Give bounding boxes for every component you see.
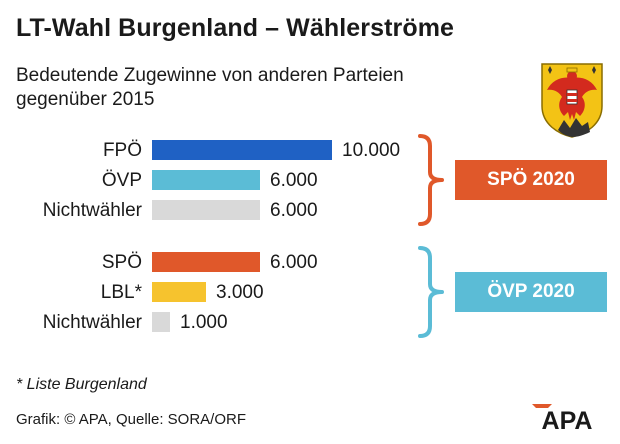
svg-text:APA: APA	[542, 407, 593, 432]
target-badge-oevp-2020: ÖVP 2020	[455, 272, 607, 312]
value-label: 6.000	[270, 170, 318, 191]
chart-title: LT-Wahl Burgenland – Wählerströme	[16, 14, 455, 42]
bar	[152, 312, 170, 332]
category-label: SPÖ	[102, 252, 142, 273]
bar	[152, 170, 260, 190]
subtitle-line-1: Bedeutende Zugewinne von anderen Parteie…	[16, 65, 404, 86]
value-label: 3.000	[216, 282, 264, 303]
bar	[152, 252, 260, 272]
group-bracket	[418, 134, 444, 226]
footnote: * Liste Burgenland	[16, 376, 147, 393]
value-label: 6.000	[270, 252, 318, 273]
target-badge-spoe-2020: SPÖ 2020	[455, 160, 607, 200]
value-label: 6.000	[270, 200, 318, 221]
category-label: Nichtwähler	[43, 200, 143, 221]
bar	[152, 140, 332, 160]
category-label: LBL*	[101, 282, 143, 303]
bar-chart: FPÖ 10.000 ÖVP 6.000 Nichtwähler 6.000 SPÖ 6.00…	[43, 134, 444, 338]
value-label: 1.000	[180, 312, 228, 333]
group-bracket	[418, 246, 444, 338]
apa-logo: APA	[532, 404, 593, 432]
bar	[152, 200, 260, 220]
bar	[152, 282, 206, 302]
category-label: ÖVP	[102, 170, 142, 191]
value-label: 10.000	[342, 140, 400, 161]
subtitle-line-2: gegenüber 2015	[16, 89, 155, 110]
burgenland-coat-of-arms-icon	[541, 63, 603, 138]
chart-subtitle: Bedeutende Zugewinne von anderen Parteie…	[16, 64, 496, 112]
source-credit: Grafik: © APA, Quelle: SORA/ORF	[16, 411, 247, 428]
category-label: Nichtwähler	[43, 312, 143, 333]
category-label: FPÖ	[103, 140, 142, 161]
